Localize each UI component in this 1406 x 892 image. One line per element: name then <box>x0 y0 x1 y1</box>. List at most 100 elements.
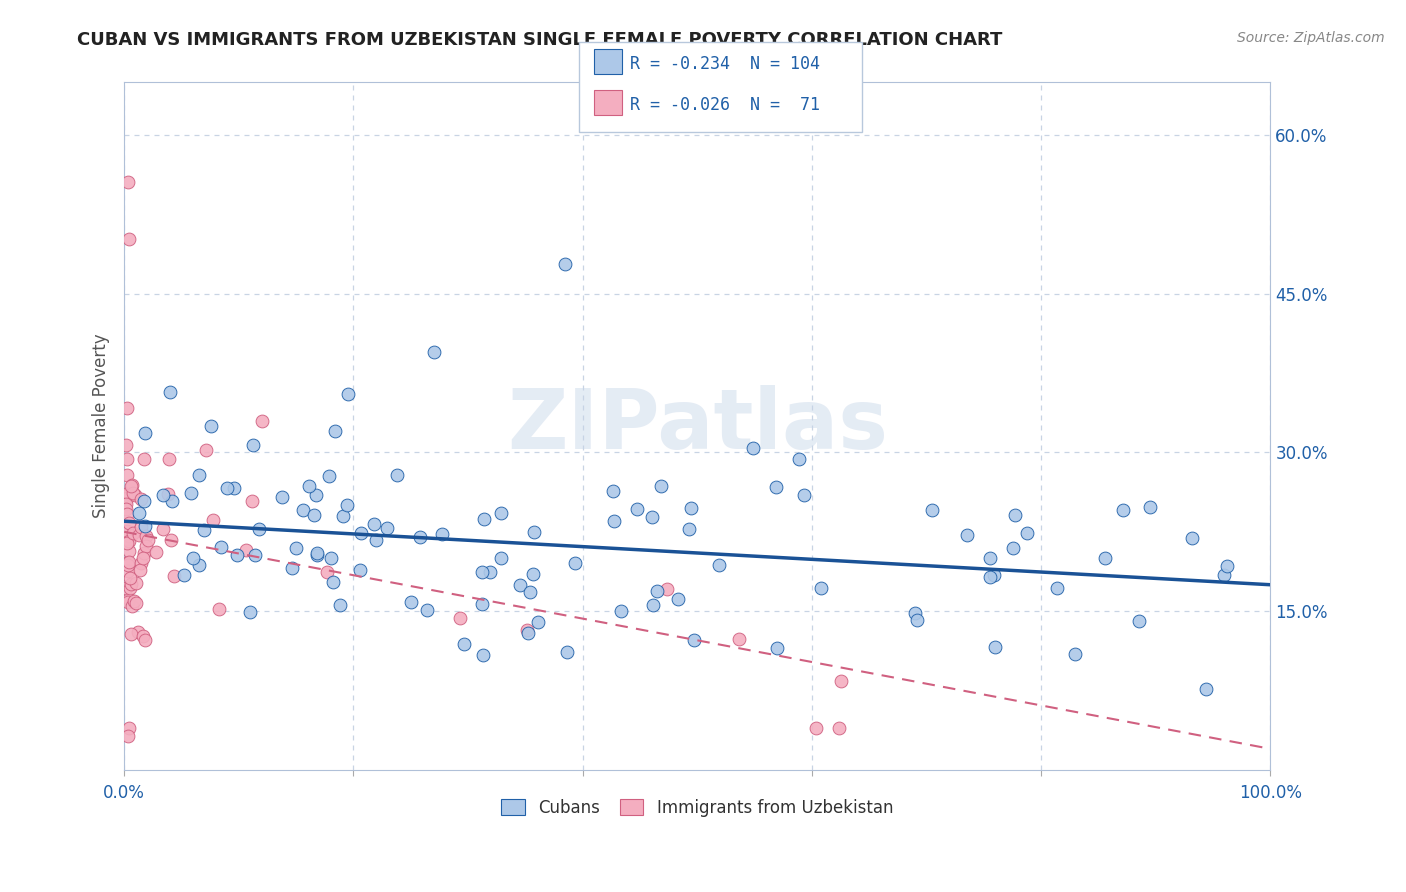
Text: R = -0.026  N =  71: R = -0.026 N = 71 <box>630 95 820 114</box>
Point <box>194 442 217 457</box>
Point <box>134 547 156 561</box>
Point <box>135 529 157 543</box>
Point <box>643 598 665 612</box>
Point <box>115 524 138 538</box>
Point <box>765 480 787 494</box>
Text: Source: ZipAtlas.com: Source: ZipAtlas.com <box>1237 31 1385 45</box>
Point <box>1017 525 1039 540</box>
Point <box>304 508 326 523</box>
Point <box>120 577 142 591</box>
Point <box>305 546 328 560</box>
Point <box>430 526 453 541</box>
Point <box>415 603 437 617</box>
Point <box>245 548 267 562</box>
Point <box>122 485 145 500</box>
Point <box>375 521 398 535</box>
Point <box>683 632 706 647</box>
Point <box>321 550 343 565</box>
Point <box>519 584 541 599</box>
Point <box>128 528 150 542</box>
Point <box>134 633 156 648</box>
Point <box>1139 500 1161 514</box>
Point <box>979 551 1001 566</box>
Point <box>160 494 183 508</box>
Point <box>193 523 215 537</box>
Point <box>121 479 143 493</box>
Point <box>979 570 1001 584</box>
Point <box>122 594 145 608</box>
Y-axis label: Single Female Poverty: Single Female Poverty <box>93 334 110 518</box>
Point <box>209 540 232 554</box>
Point <box>134 426 156 441</box>
Point <box>297 479 319 493</box>
Point <box>117 555 139 569</box>
Point <box>250 414 273 428</box>
Point <box>828 721 851 735</box>
Point <box>1181 531 1204 545</box>
Point <box>120 627 142 641</box>
Point <box>678 522 700 536</box>
Point <box>120 571 142 585</box>
Point <box>173 567 195 582</box>
Point <box>1004 508 1026 522</box>
Point <box>399 595 422 609</box>
Point <box>270 490 292 504</box>
Point <box>329 598 352 612</box>
Point <box>830 673 852 688</box>
Point <box>1128 614 1150 628</box>
Point <box>315 566 337 580</box>
Point <box>471 565 494 579</box>
Point <box>285 541 308 555</box>
Point <box>522 566 544 581</box>
Point <box>128 506 150 520</box>
Point <box>129 520 152 534</box>
Point <box>117 595 139 609</box>
Point <box>626 502 648 516</box>
Point <box>564 556 586 570</box>
Point <box>363 517 385 532</box>
Point <box>318 469 340 483</box>
Point <box>983 567 1005 582</box>
Point <box>489 551 512 566</box>
Point <box>602 484 624 499</box>
Point <box>789 451 811 466</box>
Point <box>114 581 136 595</box>
Point <box>472 512 495 526</box>
Point <box>349 563 371 577</box>
Point <box>115 536 138 550</box>
Point <box>449 611 471 625</box>
Point <box>609 604 631 618</box>
Point <box>121 525 143 540</box>
Point <box>200 419 222 434</box>
Point <box>1112 503 1135 517</box>
Point <box>679 501 702 516</box>
Point <box>323 424 346 438</box>
Point <box>114 438 136 452</box>
Point <box>132 628 155 642</box>
Point <box>187 467 209 482</box>
Point <box>489 506 512 520</box>
Point <box>215 481 238 495</box>
Point <box>645 584 668 599</box>
Point <box>291 503 314 517</box>
Point <box>226 548 249 562</box>
Point <box>125 576 148 591</box>
Point <box>115 401 138 415</box>
Point <box>453 638 475 652</box>
Point <box>180 486 202 500</box>
Point <box>955 528 977 542</box>
Point <box>118 516 141 531</box>
Point <box>115 491 138 505</box>
Point <box>118 581 141 595</box>
Point <box>121 599 143 613</box>
Point <box>472 648 495 662</box>
Point <box>422 344 444 359</box>
Point <box>523 524 546 539</box>
Point <box>124 488 146 502</box>
Point <box>409 530 432 544</box>
Point <box>336 498 359 512</box>
Point <box>135 539 157 553</box>
Point <box>921 503 943 517</box>
Text: CUBAN VS IMMIGRANTS FROM UZBEKISTAN SINGLE FEMALE POVERTY CORRELATION CHART: CUBAN VS IMMIGRANTS FROM UZBEKISTAN SING… <box>77 31 1002 49</box>
Point <box>1001 541 1024 555</box>
